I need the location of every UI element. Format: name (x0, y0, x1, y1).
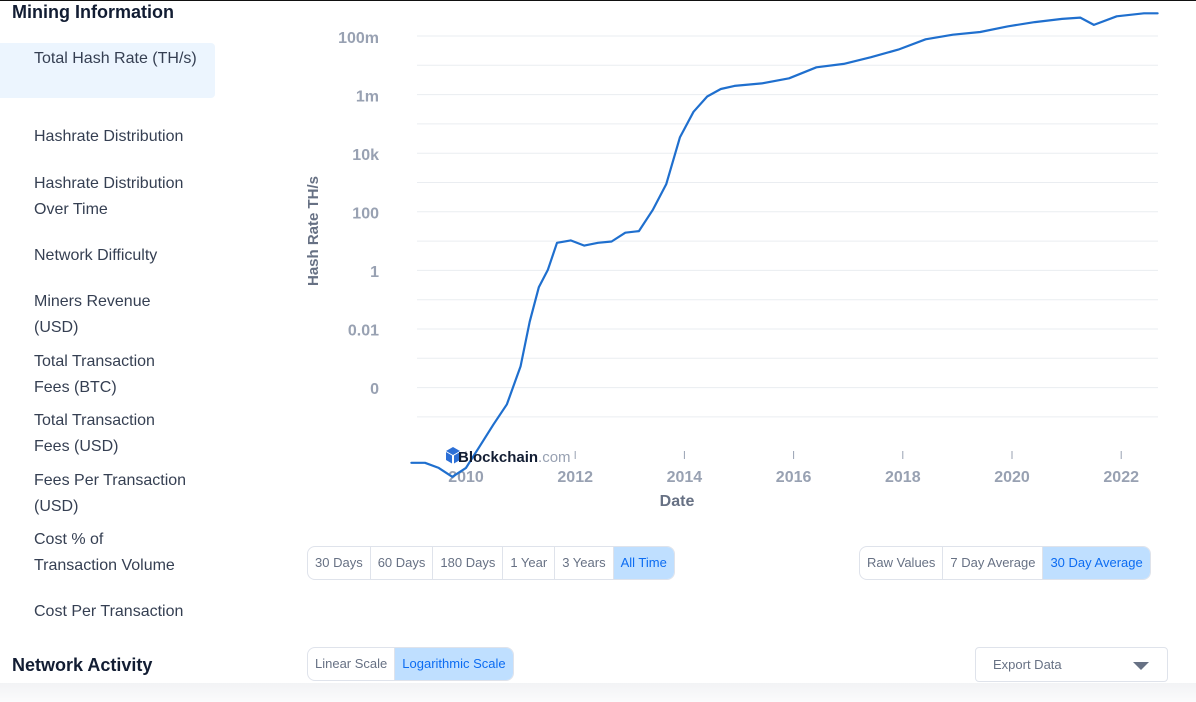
y-tick-label: 0.01 (348, 323, 379, 340)
sidebar: Mining Information Total Hash Rate (TH/s… (0, 0, 230, 702)
x-tick-label: 2016 (776, 469, 812, 486)
x-axis-title: Date (660, 493, 695, 510)
time-range-group: 30 Days 60 Days 180 Days 1 Year 3 Years … (307, 546, 675, 580)
y-tick-label: 10k (352, 147, 379, 164)
x-tick-label: 2012 (557, 469, 593, 486)
section-title-network: Network Activity (12, 655, 153, 675)
bottom-fade (0, 683, 1196, 702)
linear-scale-button[interactable]: Linear Scale (308, 648, 396, 680)
average-group: Raw Values 7 Day Average 30 Day Average (859, 546, 1151, 580)
sidebar-item-total-transaction-fees-btc[interactable]: Total Transaction Fees (BTC) (34, 353, 155, 396)
y-tick-label: 0 (370, 381, 379, 398)
sidebar-item-hashrate-distribution[interactable]: Hashrate Distribution (34, 128, 184, 145)
y-tick-label: 1m (356, 89, 379, 106)
top-border (0, 0, 1196, 1)
hash-rate-line (410, 12, 1159, 478)
sidebar-item-total-hash-rate[interactable]: Total Hash Rate (TH/s) (0, 43, 215, 98)
x-tick-label: 2018 (885, 469, 921, 486)
30-day-average-button[interactable]: 30 Day Average (1043, 547, 1150, 579)
blockchain-watermark: Blockchain.com (446, 447, 571, 466)
range-60-days-button[interactable]: 60 Days (371, 547, 434, 579)
range-180-days-button[interactable]: 180 Days (433, 547, 504, 579)
sidebar-item-network-difficulty[interactable]: Network Difficulty (34, 247, 158, 264)
chevron-down-icon (1133, 662, 1149, 670)
sidebar-item-cost-per-transaction[interactable]: Cost Per Transaction (34, 603, 184, 620)
y-axis-title: Hash Rate TH/s (305, 176, 322, 286)
export-data-dropdown[interactable]: Export Data (975, 647, 1168, 682)
x-tick-label: 2022 (1103, 469, 1139, 486)
raw-values-button[interactable]: Raw Values (860, 547, 944, 579)
watermark-suffix: .com (538, 449, 571, 466)
7-day-average-button[interactable]: 7 Day Average (943, 547, 1044, 579)
sidebar-item-miners-revenue[interactable]: Miners Revenue (USD) (34, 293, 151, 336)
sidebar-item-total-transaction-fees-usd[interactable]: Total Transaction Fees (USD) (34, 412, 155, 455)
y-tick-label: 1 (370, 264, 379, 281)
sidebar-item-cost-percent-volume[interactable]: Cost % of Transaction Volume (34, 531, 175, 574)
sidebar-item-fees-per-transaction[interactable]: Fees Per Transaction (USD) (34, 472, 187, 515)
chart-svg: 0 0.01 1 100 10k 1m 100m 2010 2012 2014 2016 2018 20… (305, 12, 1159, 510)
range-30-days-button[interactable]: 30 Days (308, 547, 371, 579)
y-tick-label: 100 (352, 206, 379, 223)
range-3-years-button[interactable]: 3 Years (555, 547, 614, 579)
watermark-brand: Blockchain (458, 449, 538, 466)
hash-rate-chart: 0 0.01 1 100 10k 1m 100m 2010 2012 2014 2016 2018 20… (300, 0, 1180, 520)
logarithmic-scale-button[interactable]: Logarithmic Scale (395, 648, 513, 680)
x-tick-label: 2014 (667, 469, 703, 486)
range-all-time-button[interactable]: All Time (613, 547, 674, 579)
scale-group: Linear Scale Logarithmic Scale (307, 647, 514, 681)
sidebar-item-hashrate-distribution-over-time[interactable]: Hashrate Distribution Over Time (34, 175, 184, 218)
blockchain-logo-icon (446, 447, 460, 464)
export-data-label: Export Data (993, 657, 1062, 672)
x-tick-label: 2020 (994, 469, 1030, 486)
y-tick-label: 100m (338, 30, 379, 47)
watermark-text: Blockchain.com (458, 449, 571, 466)
range-1-year-button[interactable]: 1 Year (503, 547, 556, 579)
section-title-mining: Mining Information (12, 2, 174, 22)
x-tick-label: 2010 (448, 469, 484, 486)
